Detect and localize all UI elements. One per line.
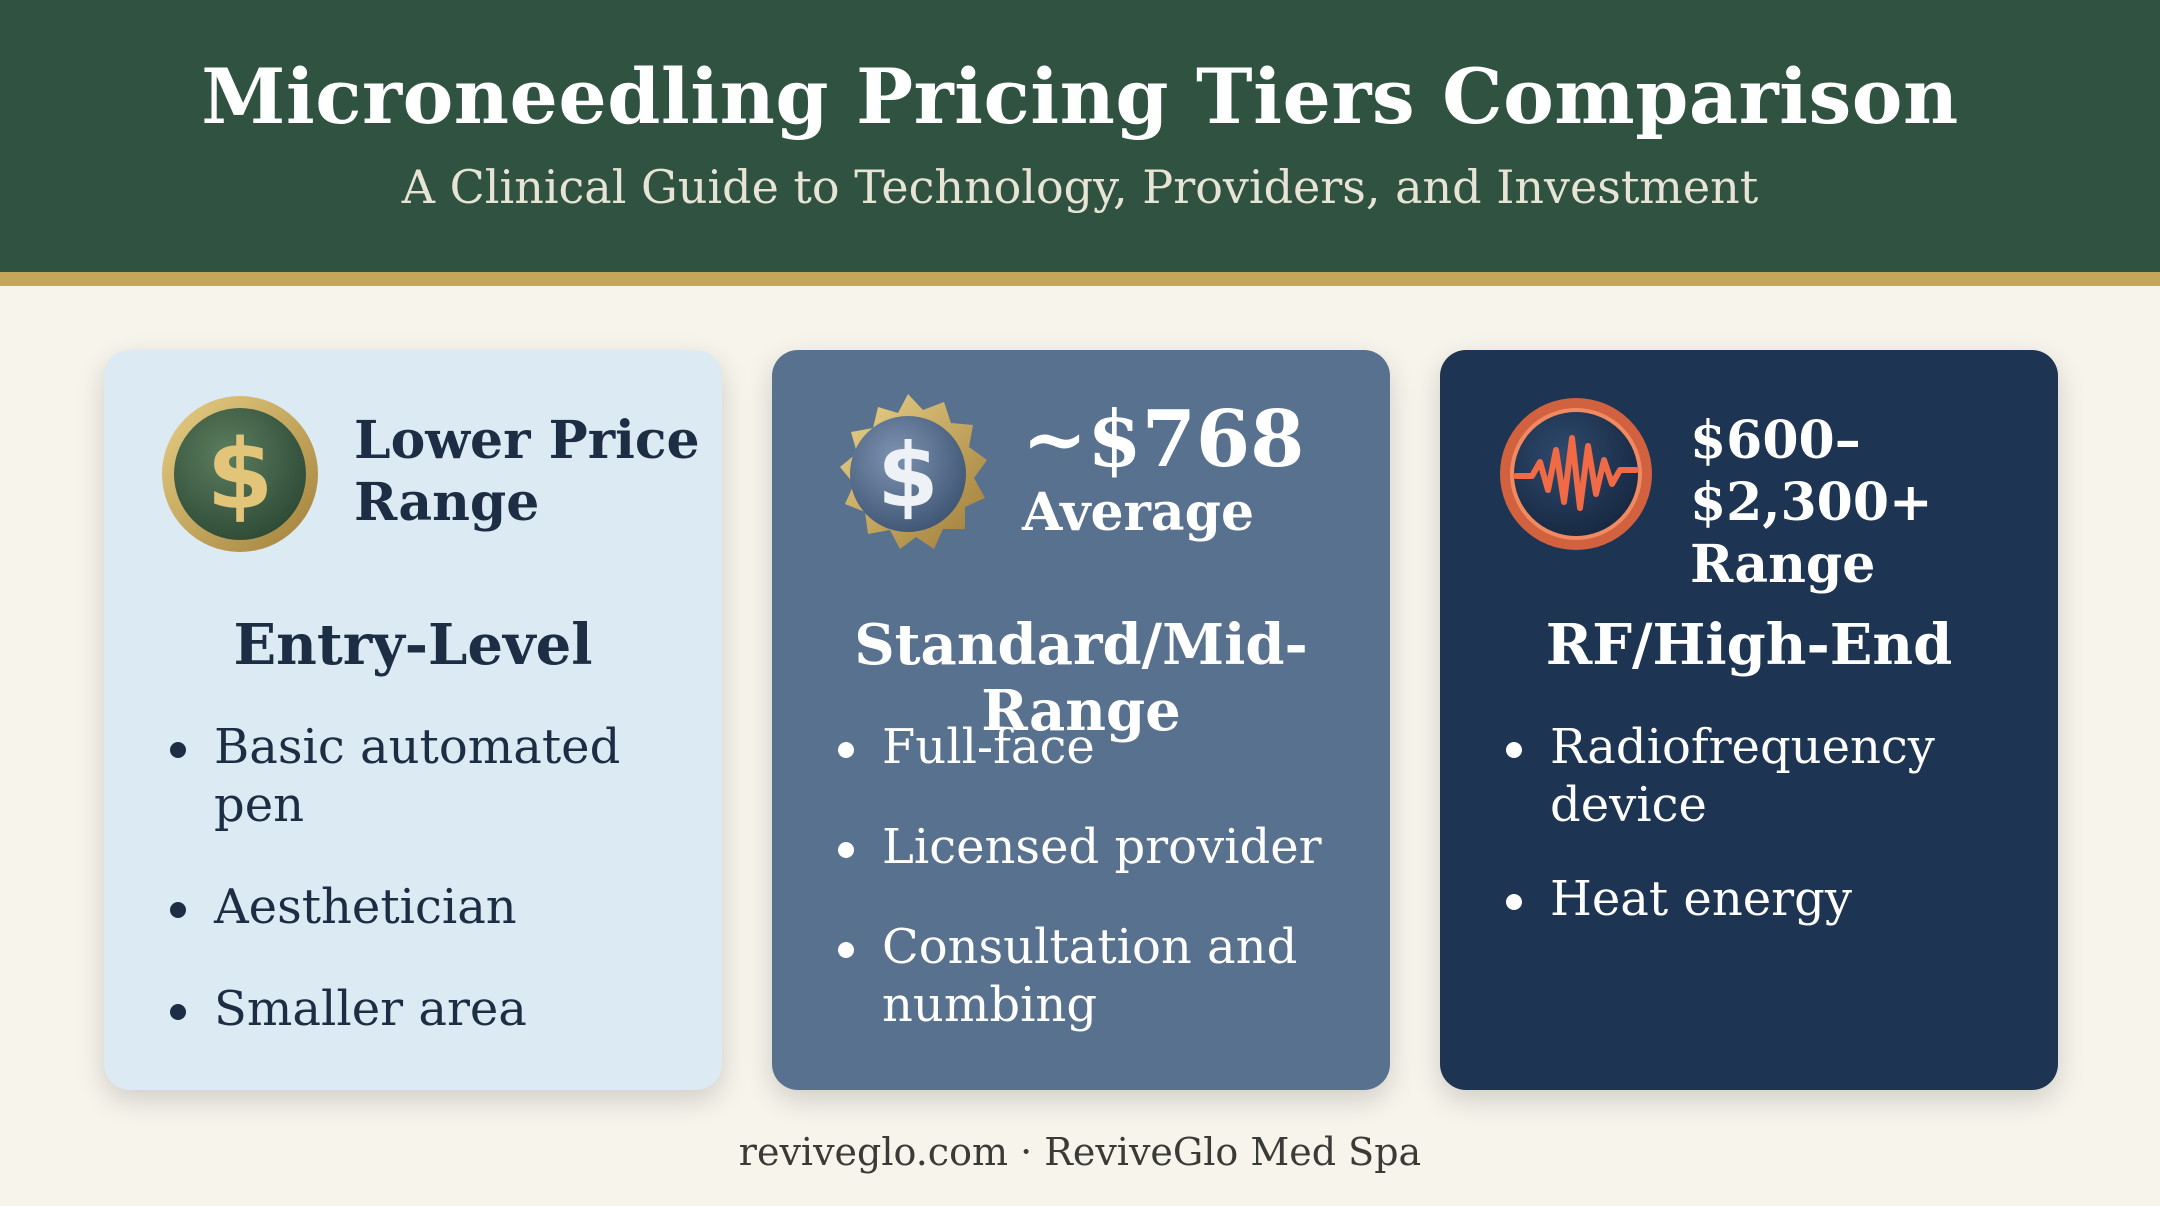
feature-item: Consultation and numbing xyxy=(838,918,1368,1034)
price-line-1: ~$768 xyxy=(1022,394,1305,485)
feature-item: Heat energy xyxy=(1506,870,2036,928)
price-label: ~$768 Average xyxy=(1022,398,1382,544)
feature-item: Full-face xyxy=(838,718,1368,776)
gold-divider xyxy=(0,272,2160,286)
feature-item: Basic automated pen xyxy=(170,718,700,834)
feature-list: Full-face Licensed provider Consultation… xyxy=(838,718,1368,1076)
page-subtitle: A Clinical Guide to Technology, Provider… xyxy=(401,160,1759,214)
feature-list: Radiofrequency device Heat energy xyxy=(1506,718,2036,964)
feature-item: Radiofrequency device xyxy=(1506,718,2036,834)
tier-name: RF/High-End xyxy=(1545,612,1953,678)
page-title: Microneedling Pricing Tiers Comparison xyxy=(201,52,1959,141)
dollar-seal-icon: $ xyxy=(840,394,987,549)
price-line-2: Average xyxy=(1022,482,1255,543)
tier-name: Entry-Level xyxy=(233,612,593,678)
tier-card-rf-high-end: $600–$2,300+ Range RF/High-End Radiofreq… xyxy=(1440,350,2058,1090)
feature-item: Licensed provider xyxy=(838,818,1368,876)
tier-card-entry-level: $ Lower Price Range Entry-Level Basic au… xyxy=(104,350,722,1090)
price-line-1: $600–$2,300+ xyxy=(1690,410,1933,533)
footer-credit: reviveglo.com · ReviveGlo Med Spa xyxy=(738,1130,1422,1174)
feature-list: Basic automated pen Aesthetician Smaller… xyxy=(170,718,700,1082)
price-line-1: Lower Price xyxy=(354,410,700,471)
svg-text:$: $ xyxy=(877,424,938,527)
dollar-coin-icon: $ xyxy=(162,396,318,552)
tier-name: Standard/Mid-Range xyxy=(854,612,1308,744)
feature-item: Aesthetician xyxy=(170,878,700,936)
header-banner xyxy=(0,0,2160,272)
tier-card-standard: $ ~$768 Average Standard/Mid-Range Full-… xyxy=(772,350,1390,1090)
pulse-waveform-icon xyxy=(1500,398,1652,550)
price-label: Lower Price Range xyxy=(354,410,714,534)
price-label: $600–$2,300+ Range xyxy=(1690,410,2050,596)
feature-item: Smaller area xyxy=(170,980,700,1038)
svg-text:$: $ xyxy=(207,419,274,531)
price-line-2: Range xyxy=(354,472,540,533)
price-line-2: Range xyxy=(1690,534,1876,595)
